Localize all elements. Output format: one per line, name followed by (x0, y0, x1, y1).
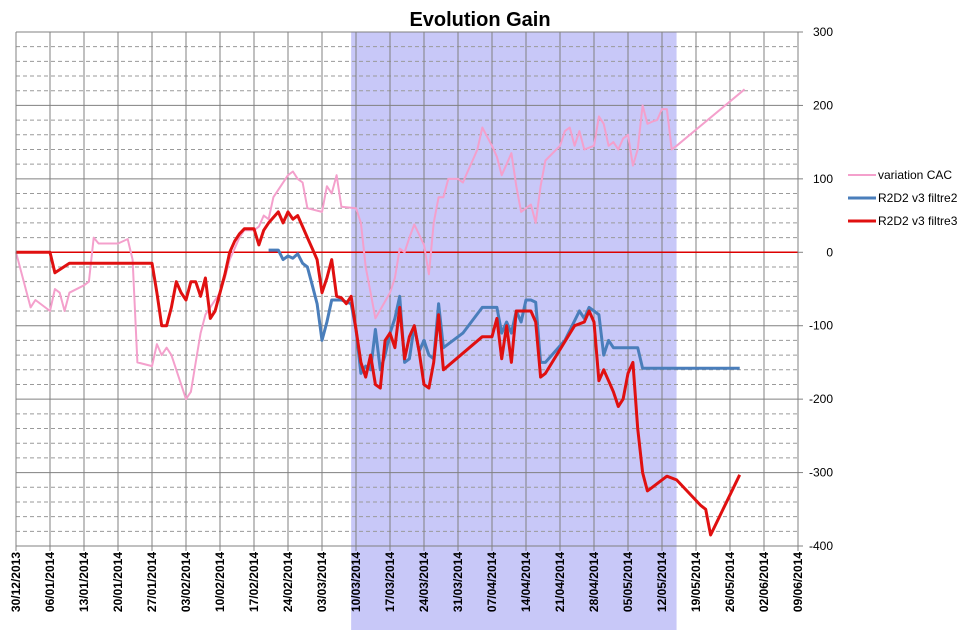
x-tick-label: 10/03/2014 (349, 552, 363, 612)
series-layer (15, 88, 746, 537)
x-tick-label: 20/01/2014 (111, 552, 125, 612)
x-tick-label: 30/12/2013 (9, 552, 23, 612)
x-tick-label: 24/03/2014 (417, 552, 431, 612)
legend-label-3: R2D2 v3 filtre3 (878, 214, 958, 228)
x-tick-label: 28/04/2014 (587, 552, 601, 612)
x-tick-label: 17/03/2014 (383, 552, 397, 612)
x-tick-label: 05/05/2014 (621, 552, 635, 612)
x-tick-label: 26/05/2014 (723, 552, 737, 612)
x-tick-label: 07/04/2014 (485, 552, 499, 612)
axis-layer: -400 -300 -200 -100 0 100 200 300 30/12/2013 06/0… (9, 25, 833, 612)
y-tick-label: -100 (809, 319, 833, 333)
series-line-2 (268, 248, 740, 375)
legend-label-1: variation CAC (878, 168, 952, 182)
y-tick-label: 300 (813, 25, 833, 39)
x-tick-label: 21/04/2014 (553, 552, 567, 612)
y-tick-label: 100 (813, 172, 833, 186)
legend: variation CAC R2D2 v3 filtre2 R2D2 v3 filt… (848, 168, 958, 228)
x-tick-label: 03/02/2014 (179, 552, 193, 612)
x-tick-label: 06/01/2014 (43, 552, 57, 612)
y-tick-label: -200 (809, 392, 833, 406)
x-tick-label: 24/02/2014 (281, 552, 295, 612)
x-tick-label: 03/03/2014 (315, 552, 329, 612)
chart-title: Evolution Gain (409, 9, 550, 31)
x-tick-label: 31/03/2014 (451, 552, 465, 612)
y-tick-label: 0 (826, 245, 833, 259)
y-tick-label: 200 (813, 98, 833, 112)
series-line-1 (15, 88, 746, 401)
legend-label-2: R2D2 v3 filtre2 (878, 191, 958, 205)
series-line-3 (16, 210, 742, 537)
y-tick-label: -400 (809, 539, 833, 553)
x-tick-label: 09/06/2014 (791, 552, 805, 612)
x-tick-label: 17/02/2014 (247, 552, 261, 612)
x-tick-label: 12/05/2014 (655, 552, 669, 612)
x-tick-label: 02/06/2014 (757, 552, 771, 612)
x-tick-label: 19/05/2014 (689, 552, 703, 612)
x-tick-label: 27/01/2014 (145, 552, 159, 612)
x-tick-label: 14/04/2014 (519, 552, 533, 612)
y-tick-label: -300 (809, 466, 833, 480)
x-tick-label: 10/02/2014 (213, 552, 227, 612)
x-tick-label: 13/01/2014 (77, 552, 91, 612)
